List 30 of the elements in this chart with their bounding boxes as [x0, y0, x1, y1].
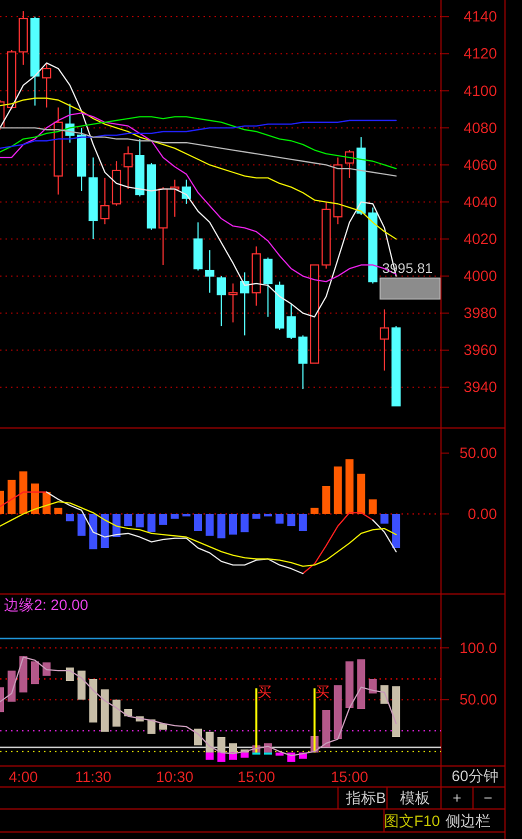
y-tick-label: 4000 [464, 268, 497, 286]
x-tick-label: 10:30 [156, 769, 194, 786]
x-tick-label: 4:00 [8, 769, 38, 786]
y-tick-label: 4140 [464, 8, 497, 26]
y-tick-label: 4100 [464, 82, 497, 100]
text: + [452, 790, 462, 807]
x-tick-label: 15:00 [330, 769, 368, 786]
data-label: 买 [257, 683, 272, 700]
y-tick-label: 3980 [464, 305, 497, 322]
annotation: 边缘2: 20.00 [4, 597, 88, 614]
y-tick-label: 4020 [464, 231, 497, 248]
y-tick-label: 4060 [464, 156, 497, 174]
y-tick-label: 0.00 [468, 506, 497, 523]
text: 模板 [400, 790, 430, 807]
data-label: 买 [316, 683, 330, 700]
x-tick-label: 11:30 [74, 769, 112, 786]
y-tick-label: 50.00 [459, 445, 497, 462]
x-tick-label: 15:00 [238, 769, 276, 786]
y-tick-label: 100.0 [459, 640, 497, 657]
y-tick-label: 4120 [464, 46, 497, 63]
y-tick-label: 3960 [464, 342, 497, 360]
y-tick-label: 4040 [464, 194, 497, 211]
y-tick-label: 3940 [464, 379, 497, 396]
y-tick-label: 4080 [464, 120, 497, 137]
text: 指标B [344, 790, 386, 807]
y-tick-label: 50.00 [459, 692, 497, 709]
text: − [484, 790, 493, 807]
text: 60分钟 [452, 768, 498, 785]
text: 侧边栏 [446, 813, 490, 830]
text: 图文F10 [384, 813, 440, 830]
